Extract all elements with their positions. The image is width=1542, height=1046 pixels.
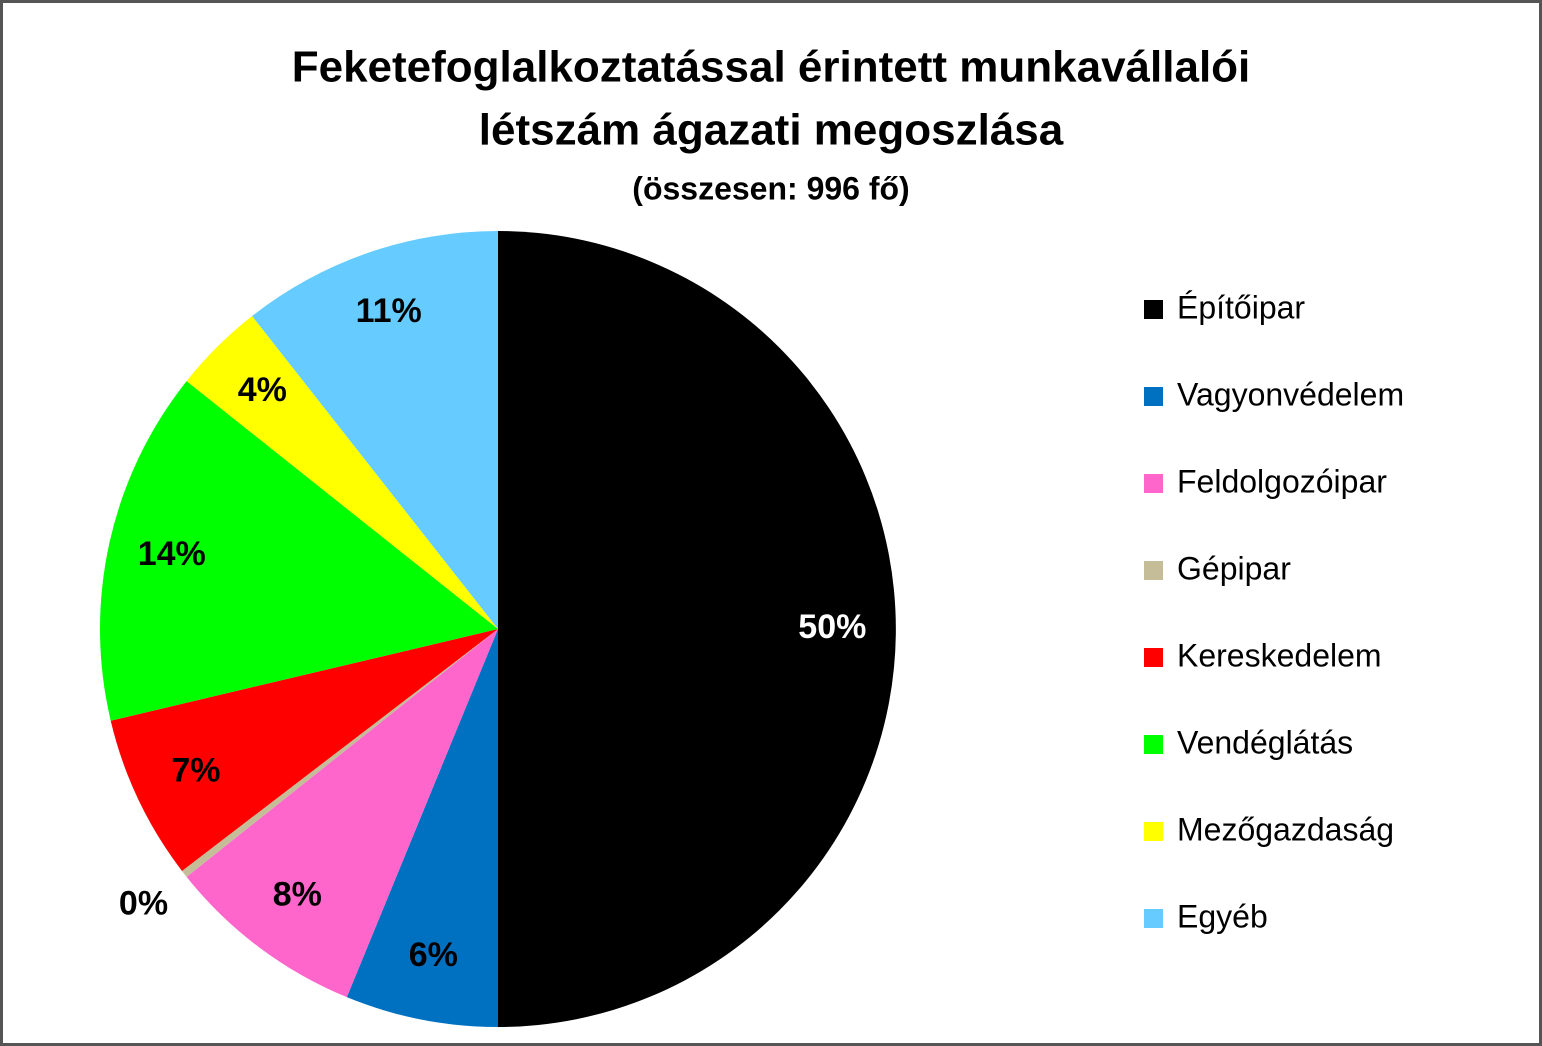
legend-label: Vagyonvédelem — [1177, 376, 1404, 412]
legend-swatch — [1144, 474, 1163, 493]
chart-subtitle: (összesen: 996 fő) — [632, 170, 909, 206]
legend-label: Gépipar — [1177, 550, 1291, 586]
chart-title: Feketefoglalkoztatással érintett munkavá… — [292, 43, 1251, 92]
pie-slice — [110, 629, 499, 871]
data-label: 0% — [119, 885, 168, 923]
data-label: 6% — [409, 936, 458, 974]
chart-title: létszám ágazati megoszlása — [479, 106, 1064, 155]
legend-label: Építőipar — [1177, 289, 1305, 325]
pie-slice — [498, 231, 896, 1027]
pie-slice — [186, 629, 498, 998]
pie-slice — [252, 231, 498, 629]
legend-label: Mezőgazdaság — [1177, 811, 1394, 847]
legend-label: Kereskedelem — [1177, 637, 1382, 673]
pie-slice — [346, 629, 498, 1027]
pie-slice — [186, 316, 498, 629]
legend-label: Vendéglátás — [1177, 724, 1353, 760]
legend-swatch — [1144, 561, 1163, 580]
legend-swatch — [1144, 735, 1163, 754]
legend-swatch — [1144, 387, 1163, 406]
pie-slice — [181, 629, 498, 877]
data-label: 8% — [273, 875, 322, 913]
data-label: 50% — [798, 608, 866, 646]
data-label: 11% — [356, 292, 422, 330]
legend-label: Egyéb — [1177, 898, 1268, 934]
pie-slice — [99, 381, 498, 721]
legend-label: Feldolgozóipar — [1177, 463, 1387, 499]
legend-swatch — [1144, 300, 1163, 319]
legend-swatch — [1144, 822, 1163, 841]
legend-swatch — [1144, 909, 1163, 928]
legend-swatch — [1144, 648, 1163, 667]
data-label: 14% — [138, 535, 206, 573]
data-label: 4% — [238, 371, 287, 409]
data-label: 7% — [171, 751, 220, 789]
